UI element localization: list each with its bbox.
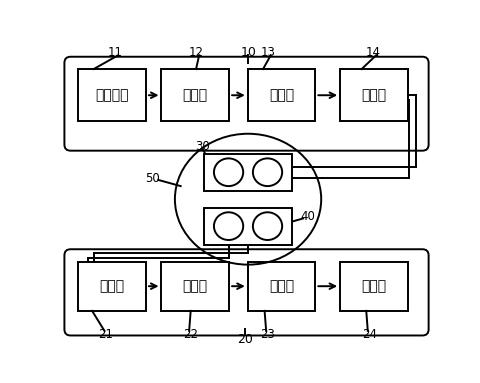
Text: 处理器: 处理器 bbox=[360, 279, 386, 293]
Bar bbox=[204, 154, 292, 191]
Text: 解码器: 解码器 bbox=[268, 279, 293, 293]
Text: 预处理器: 预处理器 bbox=[95, 88, 129, 102]
Text: 20: 20 bbox=[236, 333, 252, 346]
Text: 14: 14 bbox=[365, 46, 380, 59]
Text: 21: 21 bbox=[98, 328, 113, 341]
Bar bbox=[78, 262, 146, 311]
Bar bbox=[339, 69, 407, 121]
Bar bbox=[247, 69, 315, 121]
Text: 23: 23 bbox=[260, 328, 275, 341]
Text: 30: 30 bbox=[194, 139, 209, 152]
Bar bbox=[339, 262, 407, 311]
Bar bbox=[161, 262, 228, 311]
Ellipse shape bbox=[252, 212, 282, 240]
Text: 22: 22 bbox=[183, 328, 198, 341]
FancyBboxPatch shape bbox=[64, 57, 428, 151]
Text: 编码器: 编码器 bbox=[182, 88, 207, 102]
Bar bbox=[78, 69, 146, 121]
Text: 耦合器: 耦合器 bbox=[360, 88, 386, 102]
Text: 解调器: 解调器 bbox=[182, 279, 207, 293]
Text: 24: 24 bbox=[361, 328, 376, 341]
Ellipse shape bbox=[214, 212, 243, 240]
Ellipse shape bbox=[252, 159, 282, 186]
Bar bbox=[161, 69, 228, 121]
Text: 10: 10 bbox=[240, 46, 256, 59]
Text: 12: 12 bbox=[188, 46, 203, 59]
Text: 13: 13 bbox=[260, 46, 275, 59]
Text: 探测器: 探测器 bbox=[99, 279, 124, 293]
Text: 11: 11 bbox=[108, 46, 122, 59]
Ellipse shape bbox=[214, 159, 243, 186]
Bar bbox=[247, 262, 315, 311]
Text: 调制器: 调制器 bbox=[268, 88, 293, 102]
FancyBboxPatch shape bbox=[64, 249, 428, 336]
Text: 50: 50 bbox=[144, 172, 159, 185]
Text: 40: 40 bbox=[300, 210, 314, 223]
Bar bbox=[204, 208, 292, 245]
